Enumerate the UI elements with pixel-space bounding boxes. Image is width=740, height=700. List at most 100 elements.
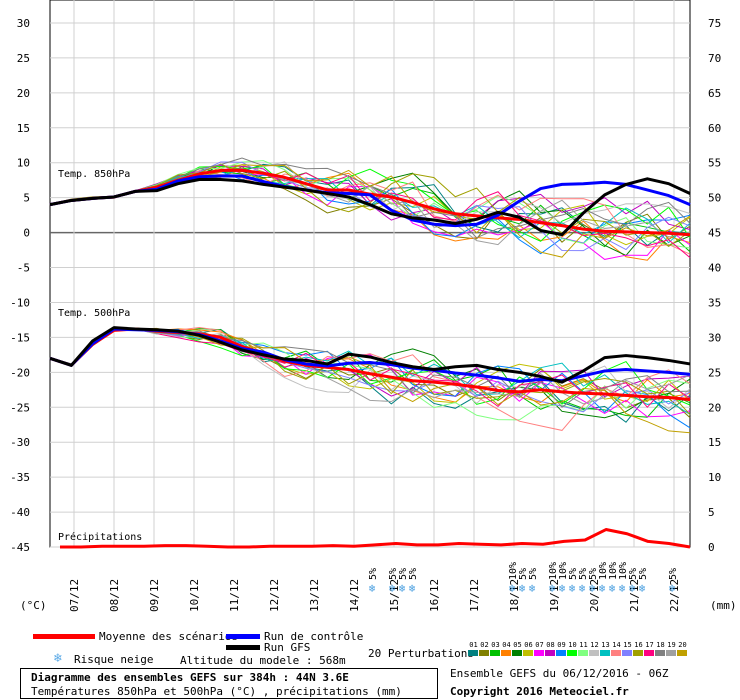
perturbation-swatch: [655, 650, 665, 656]
perturbation-id: 08: [546, 641, 555, 649]
right-tick-label: 60: [708, 122, 721, 135]
snowflake-icon: ❄: [569, 582, 576, 595]
x-tick-label: 18/12: [508, 579, 521, 612]
snow-risk-percent: 5%: [588, 568, 599, 580]
snowflake-icon: ❄: [509, 582, 516, 595]
right-tick-label: 55: [708, 157, 721, 170]
legend-snow-label: Risque neige: [74, 653, 154, 666]
snowflake-icon: ❄: [629, 582, 636, 595]
legend-mean-swatch: [33, 634, 95, 639]
perturbation-id: 05: [513, 641, 522, 649]
perturbation-swatch: [490, 650, 500, 656]
snowflake-icon: ❄: [369, 582, 376, 595]
snow-risk-percent: 5%: [628, 568, 639, 580]
x-tick-label: 11/12: [228, 579, 241, 612]
perturbation-legend-item: 12: [589, 641, 600, 656]
right-tick-label: 40: [708, 262, 721, 275]
perturbation-id: 18: [656, 641, 665, 649]
chart-subtitle: Températures 850hPa et 500hPa (°C) , pré…: [31, 685, 402, 698]
perturbation-id: 06: [524, 641, 533, 649]
x-tick-label: 07/12: [68, 579, 81, 612]
left-tick-label: -30: [10, 436, 30, 449]
perturbation-swatch: [545, 650, 555, 656]
right-tick-label: 15: [708, 436, 721, 449]
perturbation-id: 04: [502, 641, 511, 649]
main-series-lines: [49, 168, 691, 549]
perturbation-line-18: [49, 327, 691, 408]
legend-gfs-swatch: [226, 645, 260, 650]
left-tick-label: 10: [17, 157, 30, 170]
snow-risk-percent: 5%: [668, 568, 679, 580]
perturbation-swatch: [567, 650, 577, 656]
snowflake-icon: ❄: [619, 582, 626, 595]
snow-risk-percent: 5%: [368, 568, 379, 580]
snow-risk-percent: 5%: [638, 568, 649, 580]
perturbation-id: 19: [667, 641, 676, 649]
left-tick-label: -5: [17, 262, 30, 275]
perturbation-legend-item: 09: [556, 641, 567, 656]
snow-risk-percent: 5%: [518, 568, 529, 580]
x-axis-labels: 07/12 08/12 09/12 10/12 11/12 12/12 13/12 14/12…: [68, 579, 681, 612]
left-axis-unit: (°C): [20, 599, 47, 612]
perturbation-legend-item: 11: [578, 641, 589, 656]
perturbation-swatch: [501, 650, 511, 656]
left-tick-label: 15: [17, 122, 30, 135]
perturbation-legend-item: 02: [479, 641, 490, 656]
left-tick-label: -35: [10, 471, 30, 484]
snow-risk-percent: 10%: [618, 562, 629, 580]
perturbations-label: 20 Perturbations: [368, 647, 474, 660]
plot-grid: [49, 0, 691, 548]
x-tick-label: 22/12: [668, 579, 681, 612]
perturbation-legend-item: 19: [666, 641, 677, 656]
right-tick-label: 20: [708, 401, 721, 414]
snow-risk-percent: 10%: [598, 562, 609, 580]
x-tick-label: 15/12: [388, 579, 401, 612]
perturbation-legend-item: 05: [512, 641, 523, 656]
perturbation-swatch: [468, 650, 478, 656]
left-tick-label: -10: [10, 296, 30, 309]
x-tick-label: 21/12: [628, 579, 641, 612]
snowflake-icon: ❄: [54, 651, 62, 666]
right-tick-label: 50: [708, 192, 721, 205]
x-tick-label: 14/12: [348, 579, 361, 612]
perturbation-swatch: [633, 650, 643, 656]
perturbation-legend-item: 14: [611, 641, 622, 656]
snow-risk-percent: 5%: [568, 568, 579, 580]
perturbation-id: 11: [579, 641, 588, 649]
perturbation-legend-item: 20: [677, 641, 688, 656]
copyright: Copyright 2016 Meteociel.fr: [450, 685, 629, 698]
perturbation-legend-item: 17: [644, 641, 655, 656]
snowflake-icon: ❄: [389, 582, 396, 595]
perturbation-legend-item: 18: [655, 641, 666, 656]
right-tick-label: 65: [708, 87, 721, 100]
legend-control-label: Run de contrôle: [264, 630, 364, 643]
label-t500: Temp. 500hPa: [58, 308, 130, 319]
perturbation-swatch: [677, 650, 687, 656]
label-precip: Précipitations: [58, 531, 142, 543]
perturbation-swatch: [622, 650, 632, 656]
label-t850: Temp. 850hPa: [58, 169, 130, 180]
perturbation-legend-item: 01: [468, 641, 479, 656]
x-tick-label: 10/12: [188, 579, 201, 612]
series-line-t850: [49, 177, 691, 237]
perturbation-id: 12: [590, 641, 599, 649]
legend-gfs-label: Run GFS: [264, 641, 311, 654]
snow-risk-percent: 10%: [508, 562, 519, 580]
title-box: Diagramme des ensembles GEFS sur 384h : …: [20, 668, 438, 699]
ensemble-date: Ensemble GEFS du 06/12/2016 - 06Z: [450, 667, 669, 680]
left-tick-label: 5: [23, 192, 30, 205]
snowflake-icon: ❄: [399, 582, 406, 595]
snow-risk-percent: 5%: [388, 568, 399, 580]
perturbation-legend-item: 06: [523, 641, 534, 656]
x-tick-label: 09/12: [148, 579, 161, 612]
x-tick-label: 19/12: [548, 579, 561, 612]
perturbation-swatch: [556, 650, 566, 656]
perturbation-legend-item: 03: [490, 641, 501, 656]
snowflake-icon: ❄: [669, 582, 676, 595]
snowflake-icon: ❄: [549, 582, 556, 595]
snowflake-icon: ❄: [609, 582, 616, 595]
snowflake-icon: ❄: [589, 582, 596, 595]
snowflake-icon: ❄: [579, 582, 586, 595]
